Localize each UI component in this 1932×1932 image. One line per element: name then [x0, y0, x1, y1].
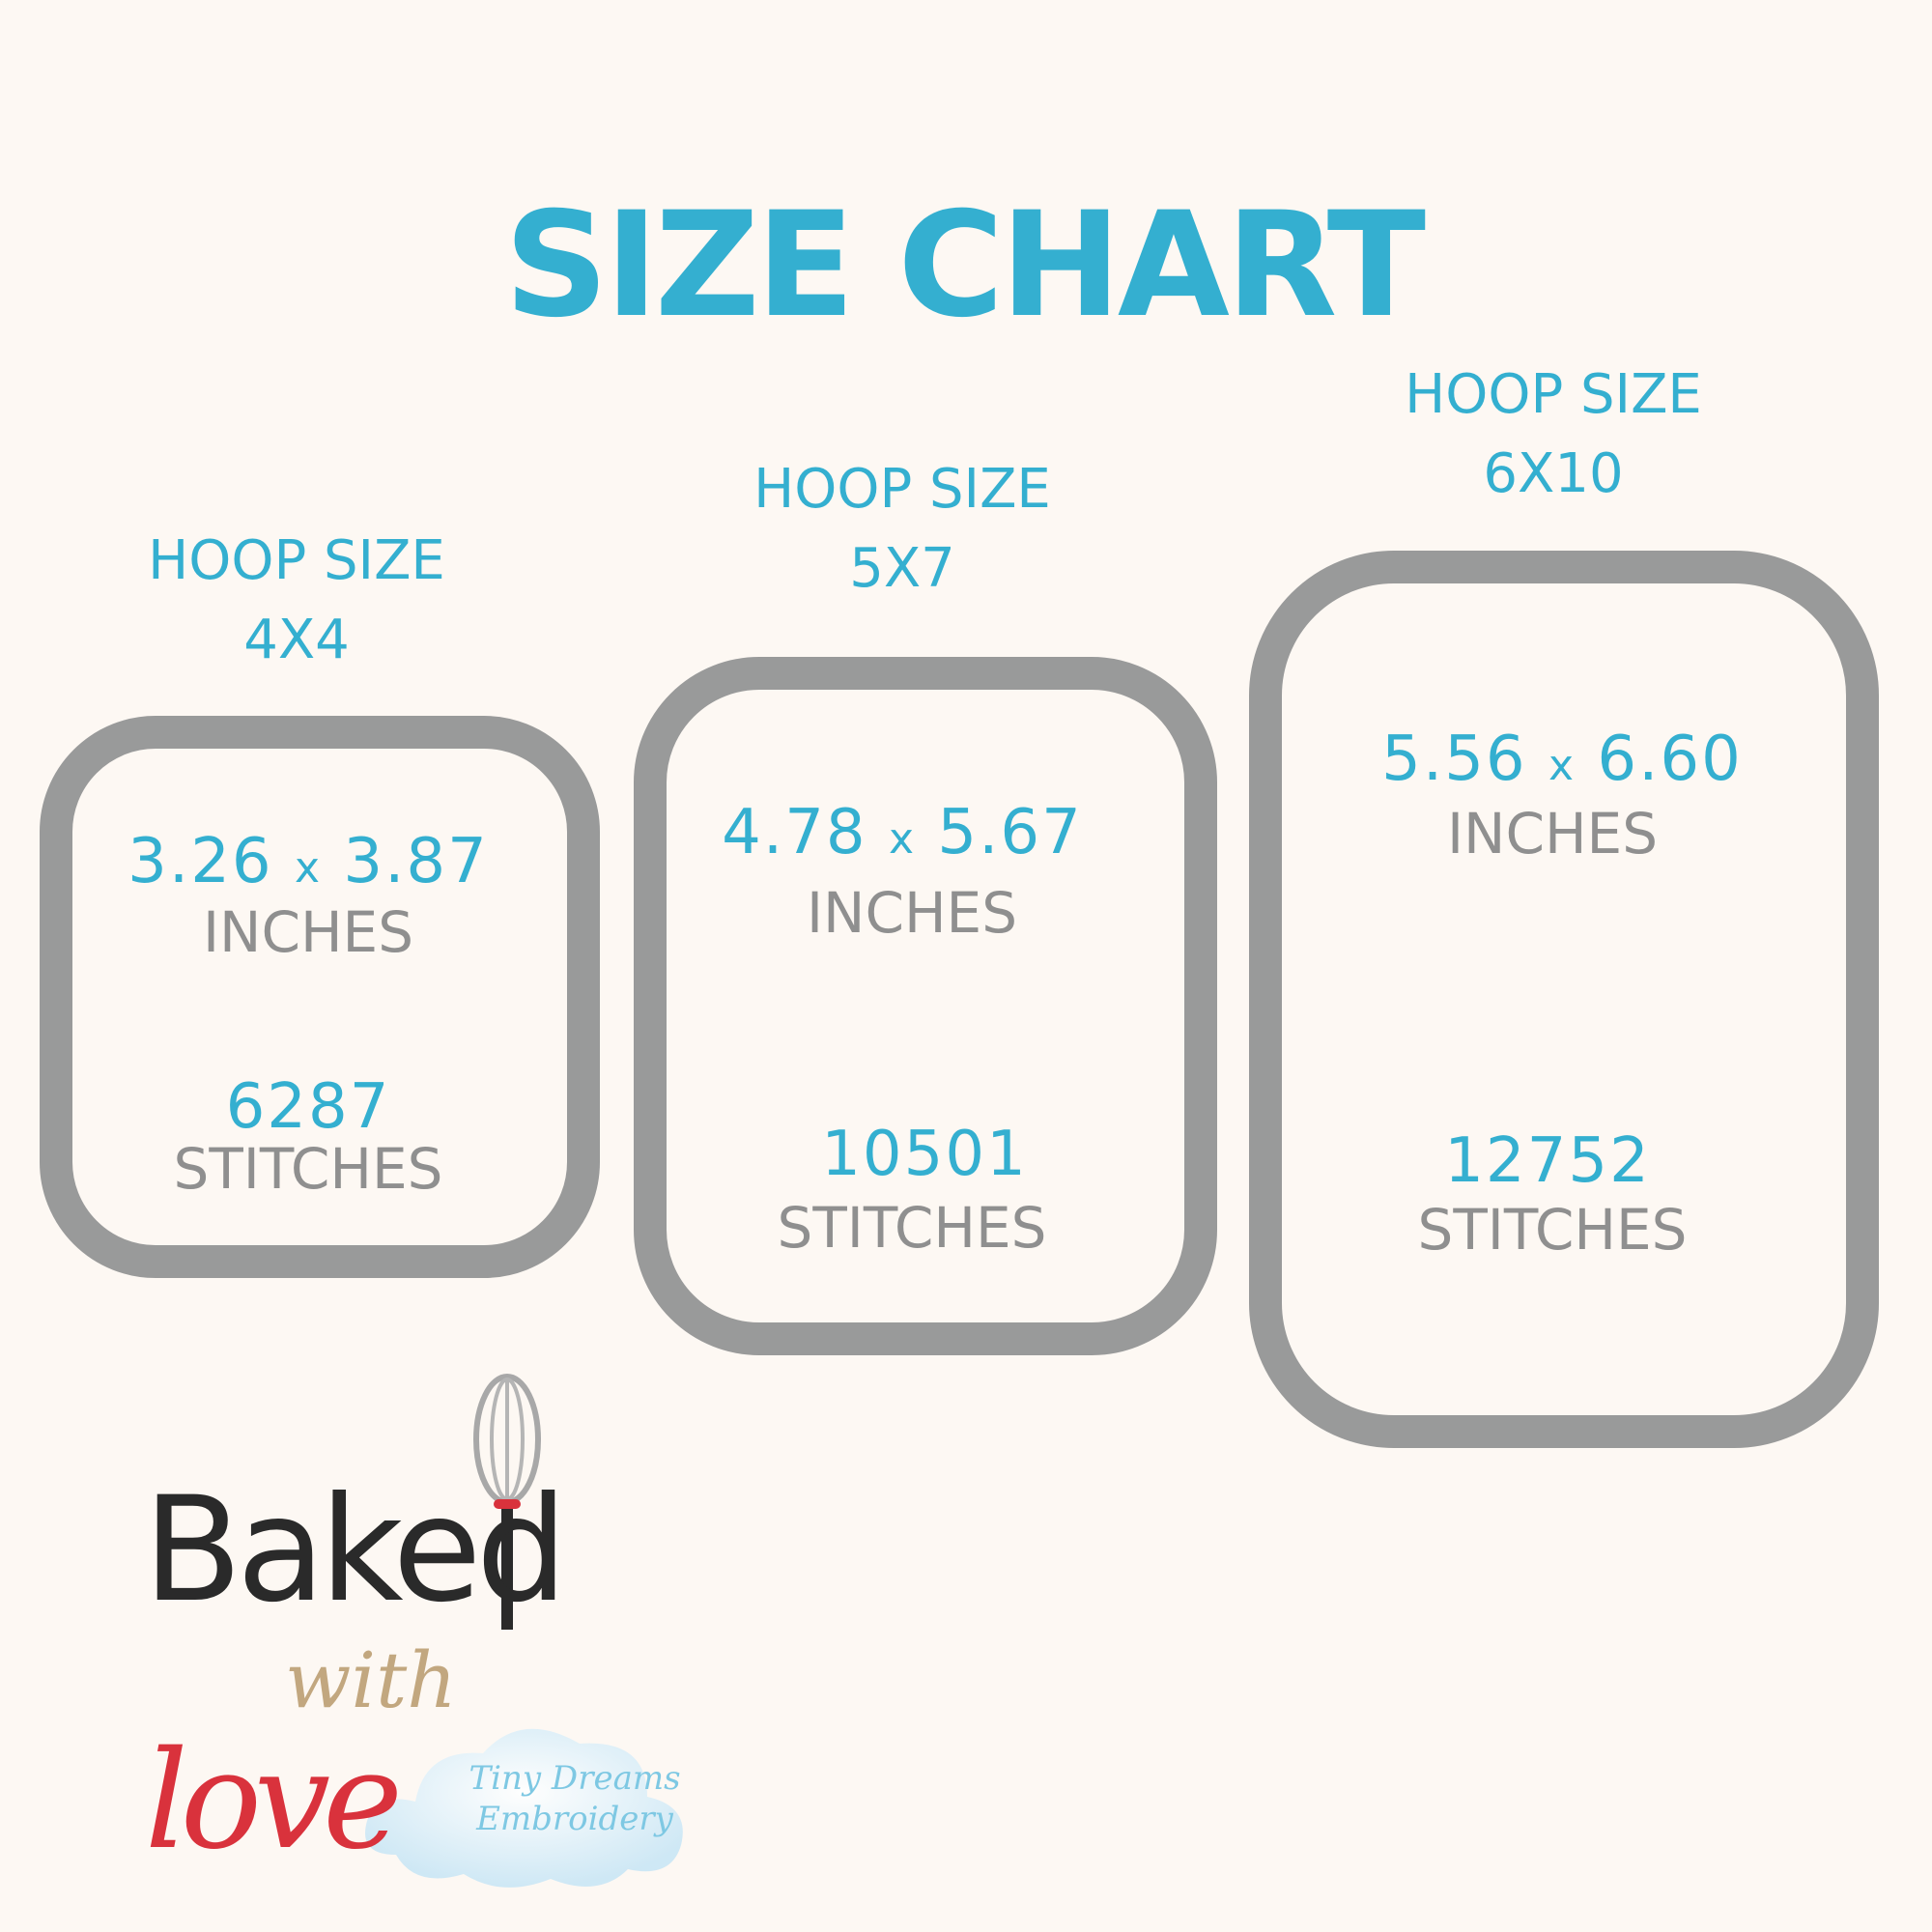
hoop-size: 5X7 [849, 537, 955, 600]
hoop-5x7-frame [634, 657, 1217, 1355]
hoop-5x7-label: HOOP SIZE 5X7 [661, 450, 1144, 609]
cloud-watermark-icon [365, 1728, 683, 1888]
watermark-line: Tiny Dreams [469, 1759, 681, 1798]
hoop-5x7-stitch-unit: STITCHES [777, 1195, 1047, 1261]
whisk-icon [473, 1374, 541, 1630]
hoop-6x10-frame [1249, 551, 1879, 1448]
hoop-5x7-stitches: 10501 [821, 1119, 1028, 1190]
hoop-5x7-dim-unit: INCHES [806, 880, 1018, 946]
hoop-4x4-stitches: 6287 [225, 1071, 391, 1143]
hoop-6x10-stitch-unit: STITCHES [1417, 1197, 1688, 1263]
hoop-5x7-dimensions: 4.78 x 5.67 [722, 797, 1083, 868]
hoop-4x4-dimensions: 3.26 x 3.87 [128, 826, 489, 897]
hoop-size: 6X10 [1483, 442, 1624, 505]
hoop-size: 4X4 [243, 609, 350, 671]
hoop-label: HOOP SIZE [753, 458, 1051, 521]
hoop-4x4-stitch-unit: STITCHES [173, 1136, 443, 1202]
hoop-6x10-dimensions: 5.56 x 6.60 [1381, 724, 1743, 795]
baked-with-love-logo: Baked with love Tiny Dreams Embroidery [126, 1372, 705, 1913]
hoop-label: HOOP SIZE [1405, 363, 1702, 426]
logo-with-text: with [285, 1635, 457, 1725]
watermark-text: Tiny Dreams Embroidery [464, 1758, 686, 1839]
logo-love-text: love [145, 1722, 403, 1880]
hoop-6x10-dim-unit: INCHES [1446, 801, 1659, 867]
logo-baked-text: Baked [143, 1466, 568, 1634]
hoop-6x10-label: HOOP SIZE 6X10 [1312, 355, 1795, 514]
watermark-line: Embroidery [476, 1800, 673, 1838]
hoop-6x10-stitches: 12752 [1444, 1125, 1651, 1197]
page-title: SIZE CHART [503, 182, 1426, 350]
hoop-4x4-label: HOOP SIZE 4X4 [55, 522, 538, 680]
hoop-4x4-frame [40, 716, 600, 1278]
hoop-label: HOOP SIZE [148, 529, 445, 592]
hoop-4x4-dim-unit: INCHES [202, 899, 414, 965]
